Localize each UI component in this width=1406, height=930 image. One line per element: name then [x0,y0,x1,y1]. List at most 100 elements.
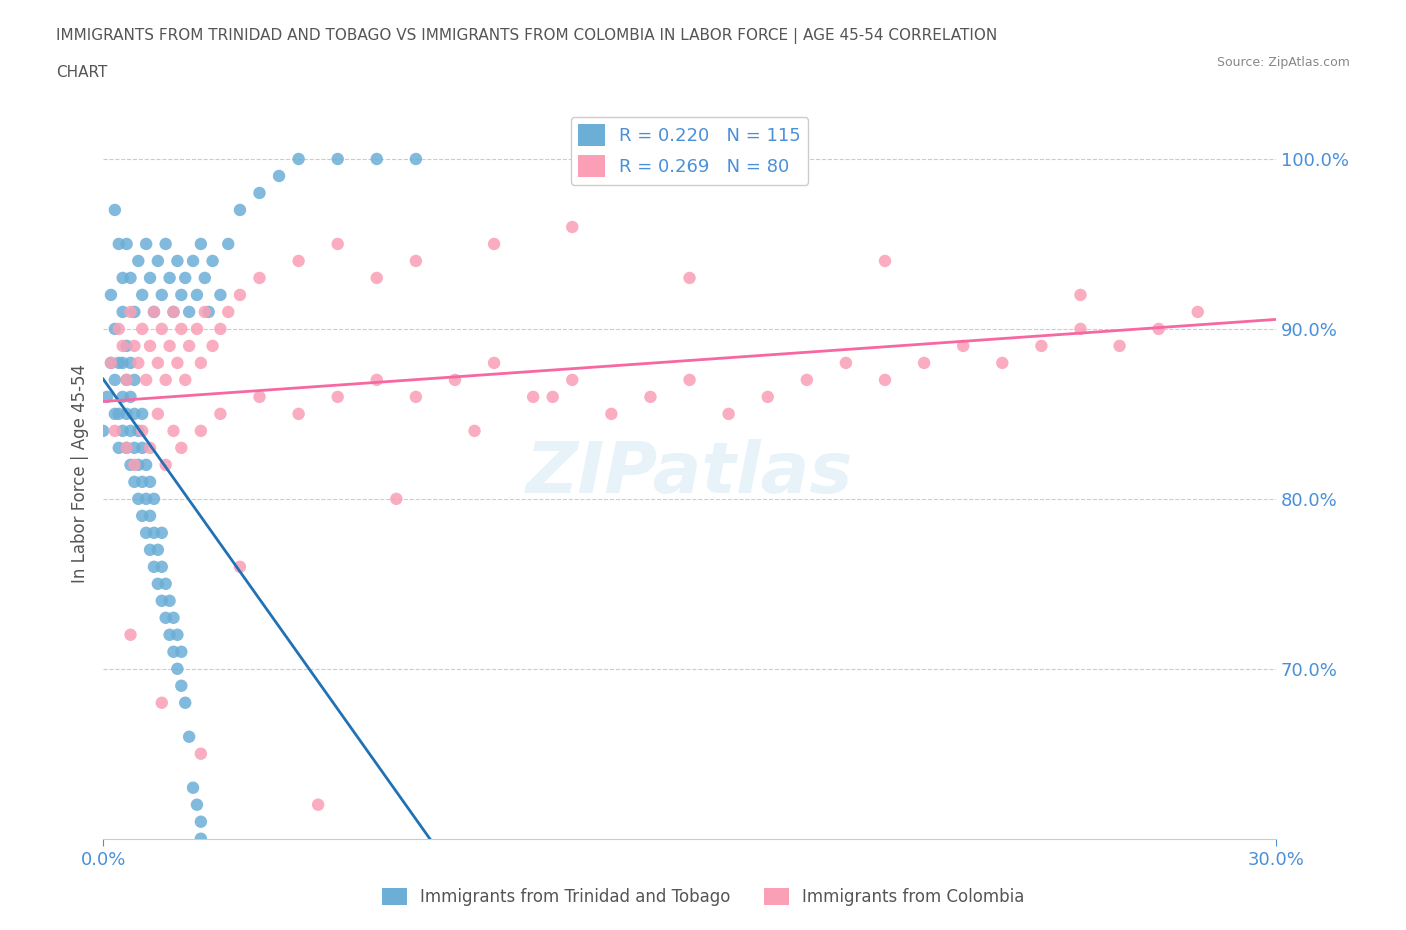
Point [115,339,138,353]
Point [1108,339,1130,353]
Point [142,525,165,540]
Point [194,865,217,880]
Point [146,406,169,421]
Point [166,661,188,676]
Point [181,254,204,269]
Point [326,390,349,405]
Point [1187,304,1209,319]
Point [482,236,505,251]
Point [482,355,505,370]
Point [131,287,153,302]
Point [444,372,467,387]
Point [131,474,153,489]
Point [159,271,181,286]
Point [111,390,134,405]
Point [190,815,212,830]
Point [170,287,193,302]
Point [115,372,138,387]
Point [131,509,153,524]
Point [127,355,149,370]
Point [717,406,740,421]
Point [197,883,219,897]
Point [155,610,177,625]
Point [124,304,146,319]
Point [135,525,157,540]
Point [124,441,146,456]
Point [120,390,142,405]
Point [135,458,157,472]
Point [142,491,165,506]
Point [405,390,427,405]
Point [120,271,142,286]
Point [194,304,217,319]
Point [267,168,290,183]
Point [120,628,142,643]
Legend: Immigrants from Trinidad and Tobago, Immigrants from Colombia: Immigrants from Trinidad and Tobago, Imm… [375,881,1031,912]
Text: ZIPatlas: ZIPatlas [526,439,853,508]
Y-axis label: In Labor Force | Age 45-54: In Labor Force | Age 45-54 [72,364,89,583]
Point [197,304,219,319]
Point [127,254,149,269]
Point [127,491,149,506]
Point [166,628,188,643]
Point [146,542,169,557]
Point [287,254,309,269]
Point [115,372,138,387]
Point [124,474,146,489]
Point [150,525,173,540]
Point [159,339,181,353]
Point [104,406,127,421]
Point [104,423,127,438]
Point [522,390,544,405]
Point [104,203,127,218]
Point [287,152,309,166]
Point [111,304,134,319]
Point [1069,322,1091,337]
Point [209,287,232,302]
Point [155,236,177,251]
Point [150,322,173,337]
Point [159,593,181,608]
Point [249,390,271,405]
Legend: R = 0.220   N = 115, R = 0.269   N = 80: R = 0.220 N = 115, R = 0.269 N = 80 [571,117,808,184]
Point [115,406,138,421]
Point [678,271,700,286]
Point [835,355,858,370]
Point [107,441,129,456]
Point [366,271,388,286]
Point [155,372,177,387]
Point [162,423,184,438]
Point [170,644,193,659]
Point [135,372,157,387]
Point [111,339,134,353]
Point [174,696,197,711]
Point [139,542,162,557]
Point [120,304,142,319]
Point [217,304,239,319]
Point [307,797,329,812]
Point [209,322,232,337]
Point [162,304,184,319]
Point [107,236,129,251]
Point [385,491,408,506]
Point [142,559,165,574]
Point [139,339,162,353]
Point [229,559,252,574]
Point [1069,287,1091,302]
Point [139,474,162,489]
Text: Source: ZipAtlas.com: Source: ZipAtlas.com [1216,56,1350,69]
Point [170,441,193,456]
Point [1147,322,1170,337]
Point [91,423,114,438]
Point [561,219,583,234]
Point [159,628,181,643]
Point [873,372,896,387]
Point [600,406,623,421]
Point [142,304,165,319]
Point [107,406,129,421]
Point [1031,339,1053,353]
Point [756,390,779,405]
Point [201,254,224,269]
Point [139,441,162,456]
Point [326,152,349,166]
